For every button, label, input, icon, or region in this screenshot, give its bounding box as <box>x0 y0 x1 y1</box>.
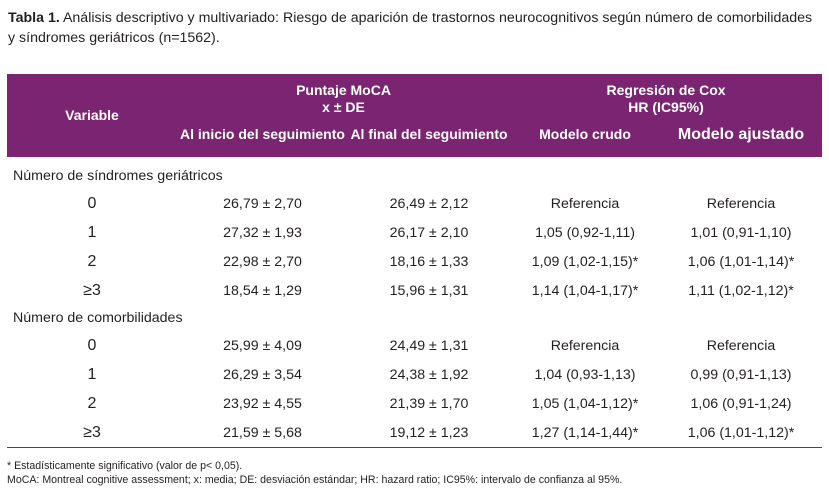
header-col-final: Al final del seguimiento <box>348 124 511 157</box>
table-row: ≥3 18,54 ± 1,29 15,96 ± 1,31 1,14 (1,04-1,1… <box>7 276 822 305</box>
header-moca-title: Puntaje MoCA <box>296 82 391 98</box>
cell-inicio: 21,59 ± 5,68 <box>177 418 348 448</box>
cell-ajustado: Referencia <box>706 195 776 212</box>
cell-final: 24,49 ± 1,31 <box>389 337 469 354</box>
cell-cat: 1 <box>87 223 97 241</box>
cell-final: 26,17 ± 2,10 <box>389 224 469 241</box>
group-header-row: Número de comorbilidades <box>7 305 822 331</box>
cell-final: 21,39 ± 1,70 <box>389 395 469 412</box>
header-moca-subtitle: x ± DE <box>322 99 365 115</box>
cell-final: 18,16 ± 1,33 <box>389 253 469 270</box>
cell-ajustado: Referencia <box>706 337 776 354</box>
cell-cat: ≥3 <box>7 418 177 448</box>
table-row: ≥3 21,59 ± 5,68 19,12 ± 1,23 1,27 (1,14-1,4… <box>7 418 823 448</box>
caption-label: Tabla 1. <box>8 10 60 26</box>
footnotes: * Estadísticamente significativo (valor … <box>7 459 822 487</box>
cell-cat: 0 <box>87 336 97 354</box>
cell-inicio: 18,54 ± 1,29 <box>223 282 302 299</box>
cell-inicio: 26,29 ± 3,54 <box>223 366 302 383</box>
cell-final: 15,96 ± 1,31 <box>389 282 469 299</box>
cell-crudo: Referencia <box>550 195 620 212</box>
cell-ajustado: 1,06 (1,01-1,14)* <box>687 253 795 270</box>
header-col-inicio: Al inicio del seguimiento <box>177 124 348 157</box>
table-body: Número de síndromes geriátricos 0 26,79 ± … <box>7 156 823 448</box>
cell-inicio: 22,98 ± 2,70 <box>223 253 302 270</box>
cell-crudo: 1,14 (1,04-1,17)* <box>531 282 639 299</box>
footnote-abbreviations: MoCA: Montreal cognitive assessment; x: … <box>7 474 623 486</box>
cell-final: 19,12 ± 1,23 <box>348 418 511 448</box>
cell-inicio: 23,92 ± 4,55 <box>223 395 302 412</box>
table-row: 2 23,92 ± 4,55 21,39 ± 1,70 1,05 (1,04-1,12… <box>7 389 822 418</box>
cell-crudo: 1,04 (0,93-1,13) <box>534 366 636 383</box>
footnote-significance: * Estadísticamente significativo (valor … <box>7 460 243 472</box>
group-header-row: Número de síndromes geriátricos <box>7 163 822 189</box>
table-caption: Tabla 1. Análisis descriptivo y multivar… <box>8 8 823 48</box>
cell-inicio: 27,32 ± 1,93 <box>223 224 302 241</box>
cell-crudo: 1,27 (1,14-1,44)* <box>510 418 661 448</box>
cell-inicio: 25,99 ± 4,09 <box>223 337 302 354</box>
caption-text: Análisis descriptivo y multivariado: Rie… <box>8 10 813 46</box>
header-variable: Variable <box>7 74 177 157</box>
header-col-crudo: Modelo crudo <box>510 124 661 157</box>
header-cox-subtitle: HR (IC95%) <box>628 99 704 115</box>
header-col-ajustado: Modelo ajustado <box>660 124 823 157</box>
cell-cat: 2 <box>87 394 97 412</box>
header-cox-group: Regresión de Cox HR (IC95%) <box>510 74 823 124</box>
cell-ajustado: 1,06 (1,01-1,12)* <box>660 418 823 448</box>
cell-cat: 0 <box>87 194 97 212</box>
cell-cat: 1 <box>87 365 97 383</box>
cell-ajustado: 0,99 (0,91-1,13) <box>690 366 792 383</box>
table-row: 1 27,32 ± 1,93 26,17 ± 2,10 1,05 (0,92-1,11… <box>7 218 822 247</box>
cell-final: 24,38 ± 1,92 <box>389 366 469 383</box>
header-cox-title: Regresión de Cox <box>606 82 726 98</box>
cell-ajustado: 1,11 (1,02-1,12)* <box>688 282 794 299</box>
group-label: Número de síndromes geriátricos <box>13 168 223 184</box>
cell-cat: ≥3 <box>83 281 101 299</box>
cell-inicio: 26,79 ± 2,70 <box>223 195 302 212</box>
results-table: Variable Puntaje MoCA x ± DE Regresión d… <box>7 74 823 448</box>
table-row: 0 26,79 ± 2,70 26,49 ± 2,12 Referencia Refer… <box>7 189 822 218</box>
table-row: 1 26,29 ± 3,54 24,38 ± 1,92 1,04 (0,93-1,13… <box>7 360 822 389</box>
cell-ajustado: 1,06 (0,91-1,24) <box>690 395 792 412</box>
cell-crudo: 1,05 (0,92-1,11) <box>535 224 635 241</box>
cell-ajustado: 1,01 (0,91-1,10) <box>690 224 792 241</box>
cell-crudo: 1,05 (1,04-1,12)* <box>531 395 639 412</box>
table-row: 2 22,98 ± 2,70 18,16 ± 1,33 1,09 (1,02-1,15… <box>7 247 822 276</box>
cell-crudo: 1,09 (1,02-1,15)* <box>531 253 639 270</box>
table-row: 0 25,99 ± 4,09 24,49 ± 1,31 Referencia Refer… <box>7 331 822 360</box>
cell-cat: 2 <box>87 252 97 270</box>
cell-final: 26,49 ± 2,12 <box>389 195 469 212</box>
cell-crudo: Referencia <box>550 337 620 354</box>
group-label: Número de comorbilidades <box>13 310 183 326</box>
header-moca-group: Puntaje MoCA x ± DE <box>177 74 511 124</box>
